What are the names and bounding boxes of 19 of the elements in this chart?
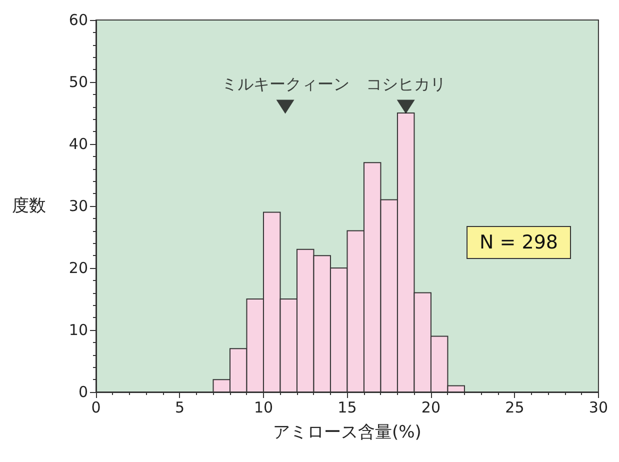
y-tick-label: 20 xyxy=(68,259,88,277)
x-tick-label: 5 xyxy=(174,398,185,416)
y-tick-label: 0 xyxy=(78,383,88,401)
y-tick-label: 40 xyxy=(68,135,88,153)
x-tick-label: 25 xyxy=(505,398,524,416)
x-axis-title: アミロース含量(%) xyxy=(273,422,422,442)
x-tick-label: 10 xyxy=(254,398,274,416)
x-tick-label: 0 xyxy=(91,398,101,416)
y-tick-label: 30 xyxy=(68,197,88,215)
annotation: コシヒカリ xyxy=(366,74,446,94)
x-tick-label: 30 xyxy=(588,398,608,416)
y-tick-label: 60 xyxy=(68,11,88,29)
x-tick-label: 15 xyxy=(338,398,357,416)
annotation: N = 298 xyxy=(480,232,558,254)
y-tick-label: 10 xyxy=(68,321,88,339)
y-tick-label: 50 xyxy=(68,73,88,91)
x-tick-label: 20 xyxy=(421,398,441,416)
y-axis-title: 度数 xyxy=(12,196,46,216)
annotation: ミルキークィーン xyxy=(221,74,350,94)
